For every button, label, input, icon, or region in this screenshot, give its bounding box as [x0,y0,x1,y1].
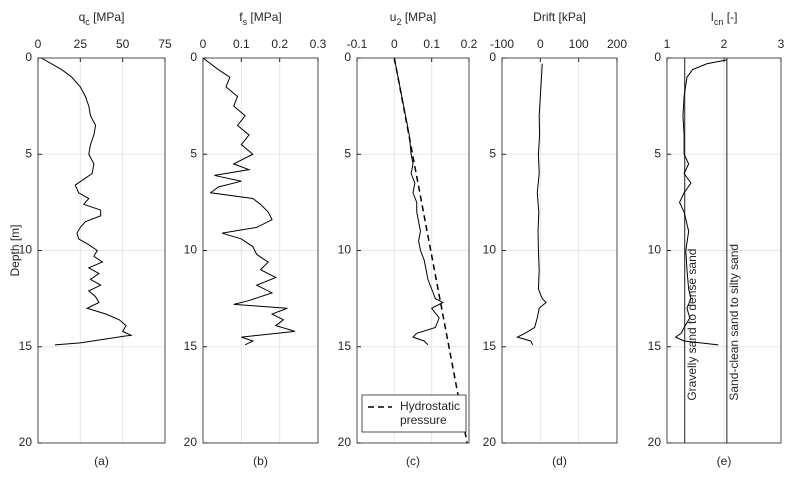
y-tick-label: 20 [19,435,33,449]
legend-line: pressure [400,413,447,427]
x-tick-label: 0 [537,37,544,51]
title-part: cn [714,17,724,27]
y-tick-label: 5 [344,146,351,160]
data-line [674,59,727,346]
axes-frame [666,57,782,444]
y-tick-label: 20 [338,435,352,449]
axes-frame [37,57,166,444]
x-tick-label: 75 [158,37,172,51]
x-tick-label: -0.1 [347,37,368,51]
axes-frame [501,57,618,444]
y-tick-label: 15 [338,339,352,353]
x-tick-label: 0.1 [423,37,440,51]
panel-title: qc [MPa] [79,10,125,27]
x-tick-label: 0 [200,37,207,51]
panel-caption: (a) [94,454,109,468]
x-tick-label: 200 [607,37,627,51]
y-tick-label: 0 [654,50,661,64]
y-tick-label: 5 [190,146,197,160]
legend-box [361,394,467,433]
y-tick-label: 10 [184,243,198,257]
legend-label: Hydrostatic pressure [400,399,463,427]
panel-caption: (c) [406,454,420,468]
y-tick-label: 10 [338,243,352,257]
axes-frame [356,57,470,444]
y-tick-label: 10 [483,243,497,257]
panel-caption: (d) [552,454,567,468]
data-line [41,57,133,346]
panel-title: fs [MPa] [239,10,282,27]
x-tick-label: 0.2 [461,37,478,51]
title-part: [MPa] [90,10,125,24]
x-tick-label: 0.3 [310,37,327,51]
panel-title: u2 [MPa] [390,10,436,27]
legend-line: Hydrostatic [400,399,463,413]
y-tick-label: 0 [344,50,351,64]
title-part: 2 [396,17,401,27]
title-part: c [85,17,90,27]
title-part: I [711,10,714,24]
y-tick-label: 15 [648,339,662,353]
y-tick-label: 15 [483,339,497,353]
y-tick-label: 0 [489,50,496,64]
y-tick-label: 5 [25,146,32,160]
y-tick-label: 5 [489,146,496,160]
title-part: f [239,10,243,24]
panel-title: Drift [kPa] [533,10,586,24]
y-tick-label: 0 [190,50,197,64]
x-tick-label: 0.2 [271,37,288,51]
y-tick-label: 15 [184,339,198,353]
title-part: [MPa] [402,10,437,24]
data-line [393,57,444,346]
y-axis-label: Depth [m] [8,224,22,276]
x-tick-label: 50 [116,37,130,51]
title-part: s [243,17,248,27]
data-line [202,57,296,346]
y-tick-label: 10 [648,243,662,257]
x-tick-label: -100 [490,37,514,51]
y-tick-label: 15 [19,339,33,353]
y-tick-label: 20 [184,435,198,449]
panel-caption: (e) [717,454,732,468]
title-part: u [390,10,397,24]
axes-frame [202,57,319,444]
title-part: q [79,10,86,24]
x-tick-label: 2 [721,37,728,51]
panel-caption: (b) [253,454,268,468]
x-tick-label: 100 [569,37,589,51]
title-part: [-] [723,10,737,24]
reference-label: Sand-clean sand to silty sand [727,244,741,401]
y-tick-label: 0 [25,50,32,64]
x-tick-label: 0.1 [233,37,250,51]
data-line [393,57,468,444]
x-tick-label: 1 [664,37,671,51]
y-tick-label: 10 [19,243,33,257]
x-tick-label: 0 [391,37,398,51]
x-tick-label: 25 [74,37,88,51]
y-tick-label: 5 [654,146,661,160]
y-tick-label: 20 [483,435,497,449]
data-line [515,63,547,346]
title-part: [MPa] [247,10,282,24]
x-tick-label: 0 [35,37,42,51]
panel-title: Icn [-] [711,10,738,27]
y-tick-label: 20 [648,435,662,449]
x-tick-label: 3 [778,37,785,51]
title-part: Drift [kPa] [533,10,586,24]
